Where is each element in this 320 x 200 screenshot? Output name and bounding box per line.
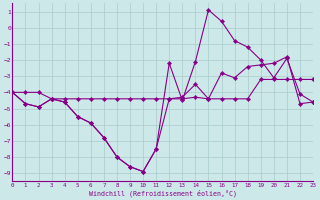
X-axis label: Windchill (Refroidissement éolien,°C): Windchill (Refroidissement éolien,°C) bbox=[89, 189, 237, 197]
